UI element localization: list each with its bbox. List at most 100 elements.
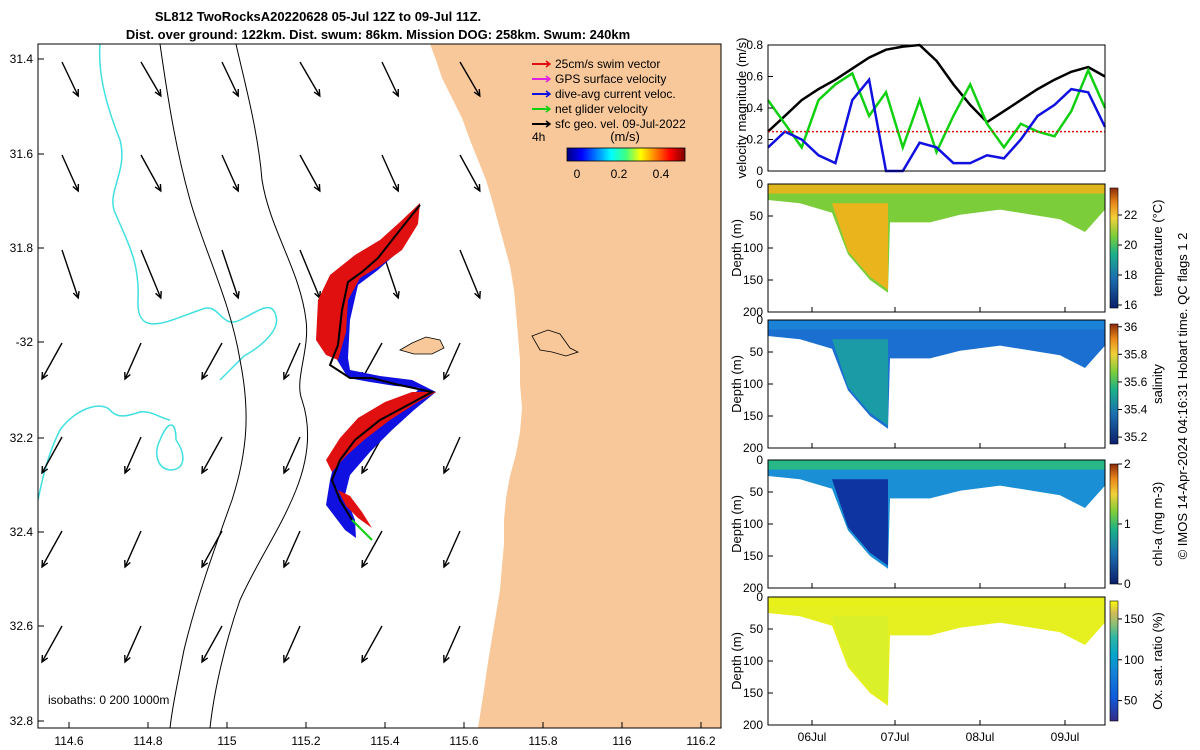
geo-velocity-arrow (381, 61, 399, 97)
geo-velocity-arrow (201, 530, 223, 568)
colorbar-tick-label: 0 (1124, 577, 1131, 591)
geo-velocity-arrow (381, 154, 399, 192)
legend-swatch-head (545, 120, 552, 128)
geo-velocity-arrow (201, 436, 223, 474)
figure-title-line1: SL812 TwoRocksA20220628 05-Jul 12Z to 09… (155, 9, 481, 24)
depth-tick-label: 150 (743, 549, 763, 563)
geo-velocity-arrowhead (392, 88, 399, 98)
speed-colorbar (566, 147, 686, 162)
velocity-ytick-label: 0.8 (746, 38, 763, 52)
colorbar-tick-label: 2 (1124, 457, 1131, 471)
depth-tick-label: 200 (743, 581, 763, 595)
geo-velocity-arrow (221, 61, 239, 97)
time-tick-label: 06Jul (798, 730, 827, 744)
colorbar-label: Ox. sat. ratio (%) (1150, 612, 1165, 710)
copyright-text: © IMOS 14-Apr-2024 04:16:31 Hobart time.… (1175, 233, 1190, 560)
velocity-ytick-label: 0.4 (746, 101, 763, 115)
geo-velocity-arrow (124, 530, 142, 568)
map-ytick-label: 31.4 (10, 52, 34, 66)
geo-velocity-arrow (61, 249, 79, 299)
glider-track (316, 203, 436, 541)
geo-velocity-arrow (459, 154, 481, 192)
section-fill (768, 597, 1105, 706)
legend-label: net glider velocity (555, 102, 648, 116)
map-xtick-label: 115.6 (449, 734, 478, 748)
depth-tick-label: 150 (743, 409, 763, 423)
legend-swatch-head (545, 75, 552, 83)
section-surface-layer (768, 460, 1105, 470)
time-tick-label: 09Jul (1051, 730, 1080, 744)
velocity-ytick-label: 0.2 (746, 133, 763, 147)
time-tick-label: 08Jul (966, 730, 995, 744)
legend-swatch-head (545, 105, 552, 113)
section-deep-layer (832, 339, 888, 426)
geo-velocity-arrow (361, 625, 383, 663)
depth-tick-label: 200 (743, 305, 763, 319)
geo-velocity-arrowhead (201, 559, 209, 569)
geo-velocity-arrow (361, 342, 383, 380)
geo-velocity-arrow (443, 625, 461, 663)
geo-velocity-arrow (443, 342, 461, 380)
geo-velocity-arrow (140, 249, 162, 299)
legend-label: GPS surface velocity (555, 72, 666, 86)
land (430, 44, 721, 728)
geo-velocity-arrow (201, 342, 223, 380)
geo-velocity-arrow (443, 436, 461, 474)
colorbar-tick-label: 22 (1124, 208, 1138, 222)
section-fill (768, 184, 1105, 293)
geo-velocity-arrow (299, 154, 321, 192)
legend-label: 25cm/s swim vector (555, 57, 660, 71)
legend-swatch-head (545, 60, 552, 68)
velocity-panel: 0 0.2 0.4 0.6 0.8 velocity magnitude (m/s) (734, 38, 1107, 178)
geo-velocity-arrowhead (361, 559, 369, 569)
map-xtick-label: 114.6 (54, 734, 83, 748)
time-tick-label: 07Jul (881, 730, 910, 744)
section-colorbar (1109, 600, 1119, 722)
geo-velocity-arrow (283, 625, 301, 663)
section-surface-layer (768, 184, 1105, 194)
geo-velocity-arrowhead (361, 465, 369, 475)
geo-velocity-arrowhead (124, 559, 131, 569)
geo-velocity-arrow (201, 625, 223, 663)
section-colorbar (1109, 323, 1119, 445)
map-ytick-label: -32 (16, 335, 34, 349)
section-surface-layer (768, 320, 1105, 330)
section-deep-layer (832, 479, 888, 566)
figure-title-line2: Dist. over ground: 122km. Dist. swum: 86… (126, 27, 630, 42)
section-fill (768, 320, 1105, 429)
swim-vector-band (316, 203, 436, 528)
net-glider-velocity-end (351, 519, 373, 541)
geo-velocity-arrowhead (232, 88, 239, 98)
velocity-ytick-label: 0.6 (746, 70, 763, 84)
colorbar-tick-label: 100 (1124, 653, 1144, 667)
geo-velocity-arrowhead (201, 371, 209, 381)
depth-tick-label: 150 (743, 686, 763, 700)
section-surface-layer (768, 597, 1105, 607)
colorbar-tick-0: 0 (574, 167, 581, 181)
geo-velocity-arrow (41, 342, 63, 380)
depth-tick-label: 0 (756, 177, 763, 191)
map-xtick-label: 116 (612, 734, 631, 748)
depth-tick-label: 0 (756, 453, 763, 467)
map-ytick-label: 32.2 (10, 431, 34, 445)
velocity-ytick-label: 0 (756, 164, 763, 178)
colorbar-tick-label: 36 (1124, 320, 1138, 334)
section-panel: 0 50 100 150 200 Depth (m) 22 20 18 16 temperature… (729, 177, 1165, 319)
geo-velocity-arrow (443, 530, 461, 568)
colorbar-tick-label: 50 (1124, 694, 1138, 708)
depth-tick-label: 50 (750, 485, 764, 499)
colorbar-tick-label: 35.8 (1124, 347, 1148, 361)
geo-velocity-arrowhead (283, 371, 290, 381)
map-ytick-label: 32.4 (10, 525, 34, 539)
section-deep-layer (832, 616, 888, 703)
isobath-cyan-contour (38, 44, 278, 501)
depth-tick-label: 50 (750, 345, 764, 359)
depth-tick-label: 0 (756, 590, 763, 604)
geo-velocity-arrowhead (41, 654, 49, 664)
geo-velocity-arrow (283, 342, 301, 380)
geo-velocity-arrow (361, 530, 383, 568)
map-xtick-label: 114.8 (133, 734, 162, 748)
geo-velocity-arrowhead (232, 290, 240, 300)
geo-velocity-arrowhead (72, 88, 79, 98)
geo-velocity-arrowhead (474, 290, 481, 300)
